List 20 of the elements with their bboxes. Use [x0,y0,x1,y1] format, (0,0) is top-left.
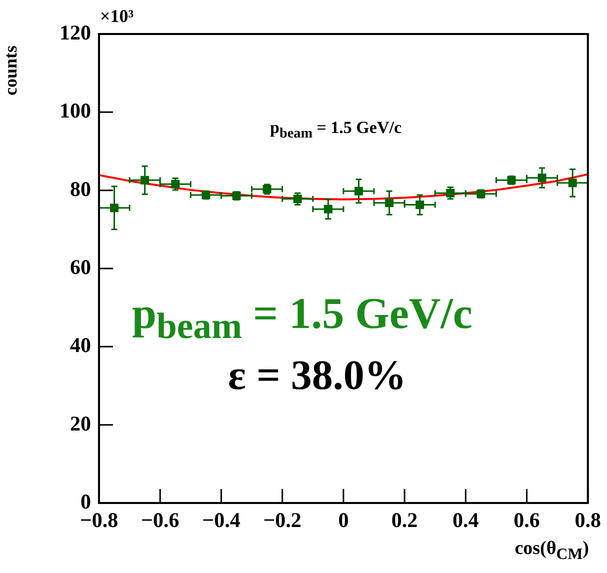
x-tick-label: 0 [338,508,349,532]
x-axis-title: cos(θ$_{CM}$) [514,538,589,564]
y-tick-label: 40 [70,333,91,358]
annotation: ε = 38.0% [228,352,406,400]
x-tick-label: −0.2 [263,508,302,532]
y-tick-label: 120 [60,20,91,44]
y-tick-label: 100 [60,98,91,123]
x-tick-label: 0.4 [452,508,480,532]
x-tick-label: 0.6 [514,508,540,532]
x-tick-label: −0.4 [202,508,241,532]
x-tick-label: 0.2 [391,508,418,532]
annotation: p$_{beam}$ = 1.5 GeV/c [132,288,472,347]
x-tick-label: −0.6 [141,508,180,532]
text: ×10³ [100,6,134,27]
x-tick-label: 0.8 [574,508,601,532]
y-tick-label: 80 [70,176,91,201]
y-axis-title: counts [0,45,22,96]
y-tick-label: 20 [70,411,91,436]
annotation: p$_{beam}$ = 1.5 GeV/c [270,118,402,142]
y-tick-label: 60 [70,254,91,279]
